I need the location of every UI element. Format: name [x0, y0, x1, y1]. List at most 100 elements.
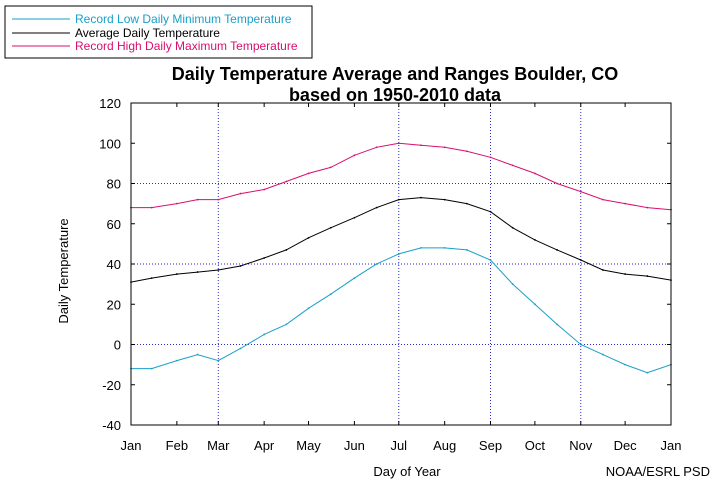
data-point-record-low — [579, 343, 582, 346]
data-point-record-low — [465, 249, 468, 251]
data-point-record-high — [602, 198, 604, 201]
data-point-record-low — [217, 359, 220, 362]
data-point-record-low — [375, 263, 378, 265]
legend-label-high: Record High Daily Maximum Temperature — [75, 39, 298, 53]
data-point-average — [263, 257, 266, 259]
data-point-record-low — [329, 293, 332, 296]
data-point-record-high — [579, 190, 582, 193]
series-line-average — [130, 197, 672, 283]
data-point-record-low — [443, 247, 446, 249]
data-point-record-high — [217, 198, 220, 201]
data-point-average — [624, 273, 627, 275]
data-point-average — [353, 216, 356, 219]
y-tick-label: 0 — [114, 338, 121, 353]
x-tick-label: May — [296, 438, 321, 453]
y-axis-label: Daily Temperature — [56, 218, 71, 323]
data-point-average — [489, 210, 492, 213]
data-point-record-low — [624, 363, 627, 366]
y-tick-label: 40 — [107, 257, 121, 272]
data-point-record-high — [420, 144, 422, 147]
data-point-record-high — [556, 182, 558, 185]
data-point-record-high — [329, 166, 332, 169]
x-tick-label: Aug — [433, 438, 456, 453]
data-point-average — [602, 269, 604, 271]
data-point-record-high — [465, 150, 468, 153]
x-tick-label: Nov — [569, 438, 593, 453]
data-point-record-high — [397, 142, 400, 145]
chart-subtitle: based on 1950-2010 data — [289, 85, 502, 105]
x-tick-label: Sep — [479, 438, 502, 453]
data-point-average — [285, 249, 288, 251]
data-point-record-low — [239, 347, 242, 350]
chart-title: Daily Temperature Average and Ranges Bou… — [172, 64, 618, 84]
data-point-average — [556, 249, 558, 251]
data-point-average — [511, 226, 514, 229]
data-point-record-low — [420, 247, 422, 249]
y-tick-label: 60 — [107, 217, 121, 232]
data-point-record-low — [150, 367, 153, 370]
legend: Record Low Daily Minimum Temperature Ave… — [4, 5, 313, 59]
data-point-record-high — [285, 180, 288, 183]
data-point-record-low — [511, 283, 514, 286]
data-point-average — [443, 198, 446, 201]
data-point-average — [646, 275, 649, 277]
x-tick-label: Jan — [661, 438, 682, 453]
data-point-record-low — [646, 371, 649, 374]
plot-frame — [130, 102, 672, 426]
data-point-average — [175, 273, 178, 275]
data-point-average — [465, 202, 468, 205]
x-tick-label: Mar — [207, 438, 230, 453]
data-point-average — [217, 269, 220, 271]
data-point-average — [307, 236, 310, 239]
x-tick-label: Jul — [390, 438, 407, 453]
y-tick-label: -40 — [102, 418, 121, 433]
data-point-record-high — [239, 192, 242, 195]
x-tick-label: Jan — [121, 438, 142, 453]
data-point-record-low — [307, 307, 310, 310]
data-point-record-low — [397, 253, 400, 255]
data-point-record-low — [533, 303, 536, 306]
data-point-average — [239, 265, 242, 267]
data-point-record-high — [489, 156, 492, 159]
data-point-record-high — [443, 146, 446, 149]
data-point-average — [420, 196, 422, 199]
data-point-record-high — [263, 188, 266, 191]
data-point-average — [329, 226, 332, 229]
legend-label-low: Record Low Daily Minimum Temperature — [75, 12, 292, 26]
credit-text: NOAA/ESRL PSD — [606, 464, 710, 479]
data-point-average — [150, 277, 153, 279]
data-point-record-low — [196, 353, 199, 356]
x-tick-label: Jun — [344, 438, 365, 453]
data-point-average — [196, 271, 199, 273]
data-point-average — [533, 238, 536, 241]
data-point-record-low — [602, 353, 604, 356]
y-tick-label: 120 — [99, 96, 121, 111]
data-point-record-low — [263, 333, 266, 336]
data-point-record-low — [489, 259, 492, 261]
y-tick-label: 100 — [99, 136, 121, 151]
legend-box — [4, 5, 313, 59]
y-tick-label: 80 — [107, 177, 121, 192]
data-point-record-high — [375, 146, 378, 149]
data-point-average — [397, 198, 400, 201]
data-point-record-high — [150, 206, 153, 209]
y-tick-label: -20 — [102, 378, 121, 393]
x-axis-label: Day of Year — [373, 464, 441, 479]
legend-label-avg: Average Daily Temperature — [75, 26, 220, 40]
data-point-record-high — [511, 164, 514, 167]
data-point-record-low — [353, 277, 356, 279]
series-line-record-low — [131, 247, 672, 374]
data-point-record-high — [307, 172, 310, 175]
data-point-record-high — [175, 202, 178, 205]
data-point-average — [579, 259, 582, 261]
x-tick-label: Dec — [614, 438, 638, 453]
data-point-record-high — [533, 172, 536, 175]
y-tick-label: 20 — [107, 297, 121, 312]
x-tick-label: Feb — [166, 438, 188, 453]
data-series — [130, 142, 672, 374]
data-point-record-high — [646, 206, 649, 209]
x-tick-label: Apr — [254, 438, 275, 453]
data-point-average — [375, 206, 378, 209]
